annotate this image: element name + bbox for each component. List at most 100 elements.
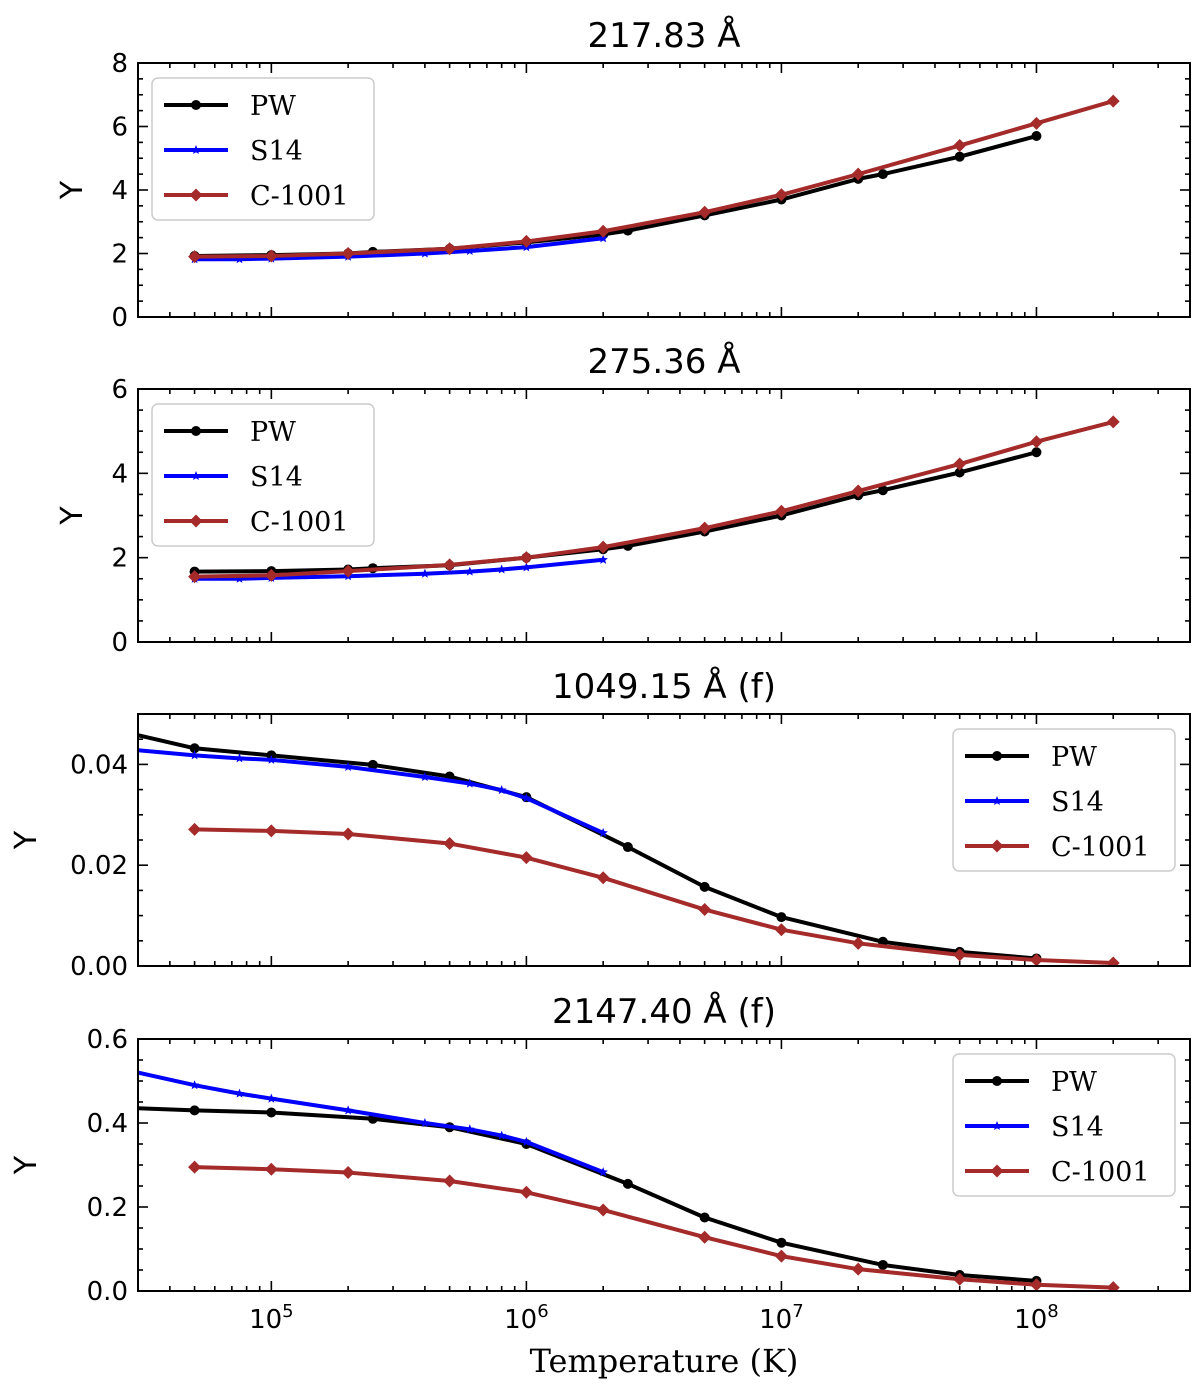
data-point	[234, 573, 245, 583]
data-point	[776, 1237, 787, 1248]
data-point	[953, 139, 967, 153]
data-point	[188, 570, 202, 584]
data-point	[1029, 953, 1043, 966]
y-tick-label: 0.00	[70, 952, 128, 982]
data-point	[443, 242, 457, 256]
legend-marker	[990, 1164, 1004, 1178]
data-point	[465, 245, 475, 256]
legend-box	[952, 1053, 1176, 1197]
data-point	[698, 205, 712, 219]
data-point	[234, 254, 245, 264]
y-tick-label: 8	[111, 49, 128, 79]
data-point	[188, 1160, 202, 1174]
series-c-1001	[188, 415, 1120, 584]
series-line-c-1001	[194, 99, 1114, 259]
legend-marker	[992, 751, 1002, 761]
data-point	[266, 1093, 277, 1103]
legend-label: PW	[1051, 1067, 1097, 1098]
data-point	[598, 827, 608, 837]
data-point	[953, 457, 967, 471]
data-point	[188, 250, 202, 264]
data-point	[596, 540, 610, 554]
panel-title: 2147.40 Å (f)	[552, 991, 776, 1032]
data-point	[443, 837, 457, 851]
panel-3: 1049.15 Å (f) Y 0.00 0.02 0.04 PW S14 C-1001	[9, 666, 1191, 982]
data-point	[776, 912, 787, 923]
y-axis-label: Y	[55, 180, 90, 200]
data-point	[774, 1249, 788, 1263]
y-tick-label: 6	[111, 375, 128, 405]
legend-entry-s14: S14	[164, 136, 303, 167]
data-point	[698, 903, 712, 917]
data-point	[496, 564, 507, 574]
data-point	[596, 224, 610, 238]
legend-marker	[191, 426, 201, 436]
axes-frame	[137, 62, 1191, 318]
series-line-s14	[138, 1070, 604, 1175]
x-tick-label: 108	[1014, 1301, 1059, 1335]
legend-label: S14	[1051, 1112, 1104, 1143]
legend-marker	[992, 1121, 1002, 1131]
legend-marker	[191, 100, 201, 110]
panel-title: 275.36 Å	[587, 341, 740, 382]
legend-entry-pw: PW	[164, 91, 296, 122]
legend-marker	[992, 1076, 1002, 1086]
series-pw	[138, 733, 1042, 964]
plot-area	[188, 415, 1120, 584]
series-c-1001	[188, 1160, 1120, 1291]
legend-label: S14	[250, 136, 303, 167]
data-point	[877, 485, 888, 496]
plot-area	[188, 94, 1120, 264]
data-point	[420, 248, 430, 258]
y-axis-label: Y	[9, 830, 44, 850]
data-point	[343, 761, 353, 771]
data-point	[1031, 131, 1042, 142]
series-line-s14	[194, 236, 604, 262]
series-line-c-1001	[194, 827, 1114, 965]
data-point	[519, 551, 533, 565]
y-axis-label: Y	[9, 1155, 44, 1175]
data-point	[1106, 415, 1120, 429]
series-line-s14	[138, 748, 604, 835]
legend-marker	[189, 188, 203, 202]
legend-label: PW	[250, 417, 296, 448]
data-point	[598, 554, 608, 564]
y-tick-label: 4	[111, 459, 128, 489]
data-point	[189, 743, 200, 754]
data-point	[877, 1259, 888, 1270]
data-point	[1029, 116, 1043, 130]
axes-frame	[137, 1038, 1191, 1292]
data-point	[521, 562, 532, 572]
legend-marker	[992, 796, 1002, 806]
data-point	[465, 1124, 475, 1134]
data-point	[341, 564, 355, 578]
legend-entry-c-1001: C-1001	[965, 832, 1150, 863]
data-point	[699, 881, 710, 892]
data-point	[953, 1272, 967, 1286]
data-point	[622, 842, 633, 853]
y-tick-label: 0.02	[70, 851, 128, 881]
data-point	[496, 785, 507, 795]
legend-entry-s14: S14	[164, 462, 303, 493]
data-point	[953, 948, 967, 962]
legend-box	[151, 403, 375, 547]
series-line-c-1001	[194, 1165, 1114, 1290]
data-point	[420, 772, 430, 782]
data-point	[1029, 1278, 1043, 1291]
legend-entry-c-1001: C-1001	[965, 1157, 1150, 1188]
plot-area	[138, 1070, 1120, 1291]
data-point	[519, 851, 533, 865]
x-tick-label: 106	[504, 1301, 549, 1335]
data-point	[1029, 435, 1043, 449]
data-point	[465, 566, 475, 576]
legend-entry-pw: PW	[164, 417, 296, 448]
series-pw	[138, 1105, 1042, 1286]
legend-entry-pw: PW	[965, 742, 1097, 773]
data-point	[622, 1178, 633, 1189]
data-point	[188, 822, 202, 836]
series-line-c-1001	[194, 419, 1114, 579]
data-point	[1106, 1281, 1120, 1291]
data-point	[496, 1130, 507, 1140]
data-point	[264, 568, 278, 582]
